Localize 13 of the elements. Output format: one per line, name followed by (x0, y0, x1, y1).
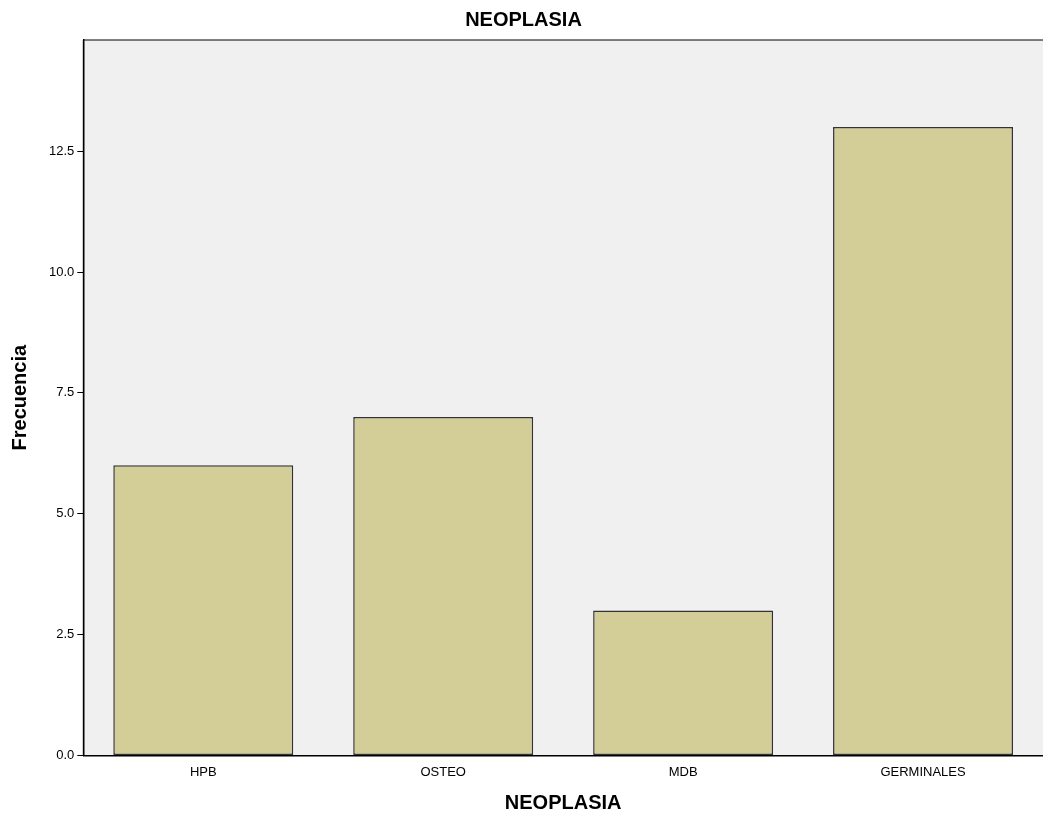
x-tick-label: HPB (189, 763, 217, 779)
x-tick-label: GERMINALES (880, 763, 966, 779)
y-tick-label: 10.0 (48, 263, 75, 279)
y-axis-title: Frecuencia (7, 344, 30, 451)
y-tick-label: 2.5 (56, 626, 75, 642)
y-tick-label: 5.0 (56, 505, 75, 521)
x-tick-label: MDB (668, 763, 698, 779)
y-tick-label: 7.5 (56, 384, 75, 400)
chart-title: NEOPLASIA (465, 7, 582, 30)
x-tick-label: OSTEO (420, 763, 466, 779)
y-tick-label: 12.5 (48, 142, 75, 158)
x-axis-title: NEOPLASIA (504, 790, 622, 813)
y-tick-label: 0.0 (56, 746, 75, 762)
